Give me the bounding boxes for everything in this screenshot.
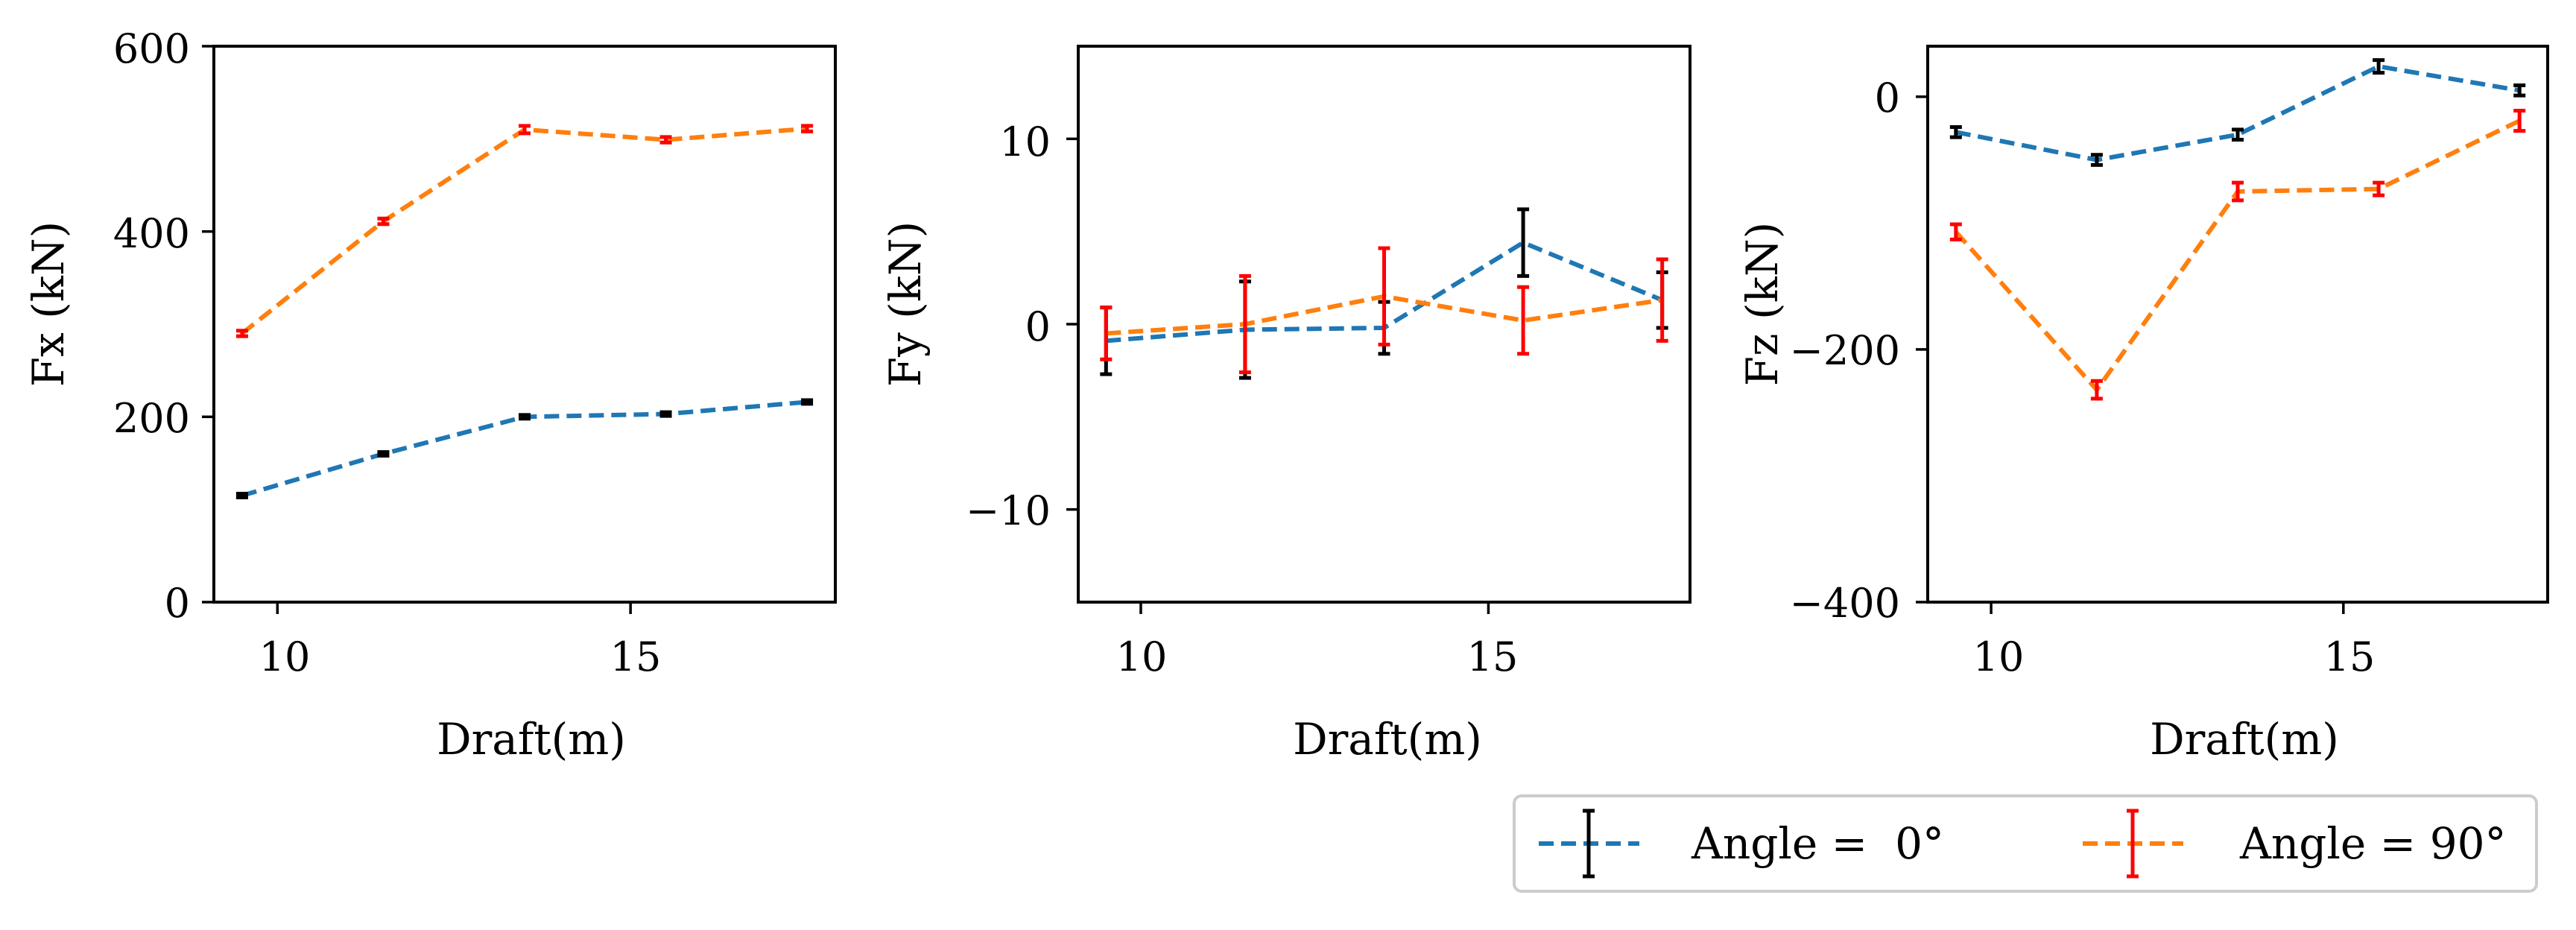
fz-series-0-errorbar [1949, 125, 1962, 139]
legend-marker-angle-90 [2083, 809, 2183, 879]
fz-series-0-errorbar [2513, 83, 2526, 98]
fy-series-1-errorbar [1517, 285, 1530, 356]
fx-ytick-label: 0 [165, 580, 190, 627]
fy-ytick-label: 0 [1025, 303, 1051, 350]
legend-marker-angle-0 [1539, 809, 1639, 879]
fz-series-0-errorbar [2373, 58, 2385, 75]
fx-ytick-label: 200 [113, 395, 190, 442]
fy-series-1-errorbar [1238, 273, 1251, 375]
fx-series-0-errorbar [801, 398, 814, 406]
fz-xtick-label: 15 [2324, 633, 2376, 680]
legend-label-angle-90: Angle = 90° [2239, 818, 2507, 869]
fx-series-1-errorbar [235, 329, 248, 338]
fx-series-1-errorbar [659, 135, 672, 145]
fx-series-1-errorbar [801, 124, 814, 133]
fz-ytick-label: 0 [1875, 75, 1900, 121]
fz-series-1-line [1954, 118, 2521, 393]
fz-ytick-label: −400 [1790, 580, 1900, 627]
fy-xtick-label: 15 [1467, 633, 1519, 680]
fx-axes-frame [212, 45, 837, 604]
fx-xlabel: Draft(m) [437, 714, 626, 765]
fx-ylabel: Fx (kN) [23, 221, 74, 388]
fy-ytick-label: 10 [999, 118, 1051, 165]
fx-xtick-label: 15 [610, 633, 662, 680]
fz-series-1-errorbar [2232, 180, 2244, 203]
legend: Angle = 0° Angle = 90° [1513, 794, 2538, 893]
fz-xlabel: Draft(m) [2150, 714, 2339, 765]
fz-series-0-line [1955, 64, 2520, 162]
fy-ylabel: Fy (kN) [880, 221, 931, 388]
fz-xtick-label: 10 [1973, 633, 2025, 680]
chart-fx: Fx (kN) Draft(m) 0 200 400 600 10 15 [23, 25, 837, 765]
fx-series-1-line [241, 126, 808, 335]
fx-series-1-errorbar [377, 216, 390, 227]
fz-series-1-errorbar [1949, 222, 1962, 241]
fy-xlabel: Draft(m) [1293, 714, 1482, 765]
fx-series-0-errorbar [519, 413, 531, 421]
fz-series-1-errorbar [2373, 180, 2385, 197]
legend-box [1513, 794, 2538, 893]
fz-ytick-label: −200 [1790, 327, 1900, 374]
fx-xtick-label: 10 [259, 633, 311, 680]
fx-series-0-errorbar [235, 492, 248, 500]
fz-series-0-errorbar [2090, 153, 2103, 167]
fy-series-1-errorbar [1100, 306, 1113, 361]
fx-series-1-errorbar [519, 124, 531, 136]
fx-ytick-label: 600 [113, 25, 190, 72]
fy-series-1-errorbar [1378, 246, 1390, 347]
chart-fy: Fy (kN) Draft(m) −10 0 10 10 15 [880, 45, 1692, 765]
fy-xtick-label: 10 [1116, 633, 1168, 680]
fz-series-0-errorbar [2232, 127, 2244, 142]
fx-series-0-errorbar [377, 450, 390, 458]
fy-series-1-errorbar [1656, 257, 1668, 343]
fz-axes-frame [1926, 45, 2549, 604]
legend-label-angle-0: Angle = 0° [1691, 818, 1944, 869]
fx-ytick-label: 400 [113, 210, 190, 257]
fy-ytick-label: −10 [966, 487, 1051, 534]
fz-ylabel: Fz (kN) [1737, 222, 1788, 386]
fz-series-1-errorbar [2090, 379, 2103, 401]
fy-series-0-errorbar [1517, 207, 1530, 278]
chart-fz: Fz (kN) Draft(m) −400 −200 0 10 15 [1737, 45, 2549, 765]
fy-axes-frame [1077, 45, 1692, 604]
fz-series-1-errorbar [2513, 108, 2526, 133]
fx-series-0-errorbar [659, 410, 672, 418]
